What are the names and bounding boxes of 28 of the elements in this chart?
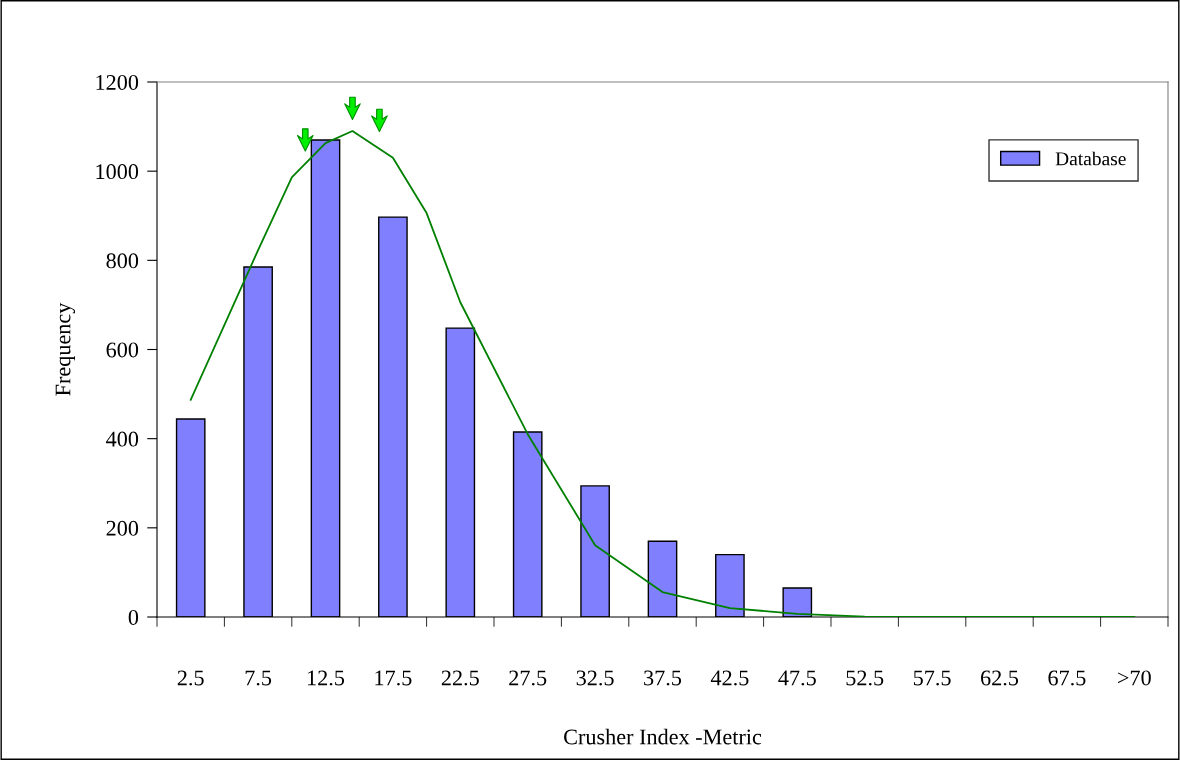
x-tick-label: 12.5 [308, 670, 345, 686]
x-tick-label: 2.5 [177, 670, 204, 686]
y-tick-label: 1200 [96, 74, 139, 90]
x-tick-label: 62.5 [981, 670, 1019, 686]
legend-label: Database [1055, 151, 1126, 166]
y-tick-label: 600 [106, 342, 139, 358]
x-tick-label: 7.5 [245, 670, 272, 686]
point [296, 128, 314, 152]
x-tick-label: 27.5 [509, 670, 547, 686]
x-axis-title: Crusher Index -Metric [564, 728, 762, 745]
x-tick-label: >70 [1118, 670, 1151, 686]
line-series [189, 130, 1136, 617]
x-tick-label: 17.5 [375, 670, 412, 686]
point [344, 96, 361, 120]
y-axis-title: Frequency [55, 302, 76, 396]
x-tick-label: 32.5 [576, 670, 614, 686]
x-tick-label: 52.5 [846, 670, 884, 686]
x-tick-label: 57.5 [913, 670, 951, 686]
x-tick-label: 47.5 [778, 670, 816, 686]
y-tick-label: 400 [106, 431, 139, 447]
x-tick-label: 42.5 [710, 670, 749, 686]
x-tick-label: 22.5 [441, 670, 479, 686]
x-tick-label: 67.5 [1048, 670, 1086, 686]
y-tick-label: 200 [106, 520, 139, 536]
x-tick-label: 37.5 [644, 670, 682, 686]
y-tick-label: 0 [128, 609, 139, 625]
y-tick-label: 800 [106, 253, 139, 269]
y-tick-label: 1000 [96, 164, 139, 180]
